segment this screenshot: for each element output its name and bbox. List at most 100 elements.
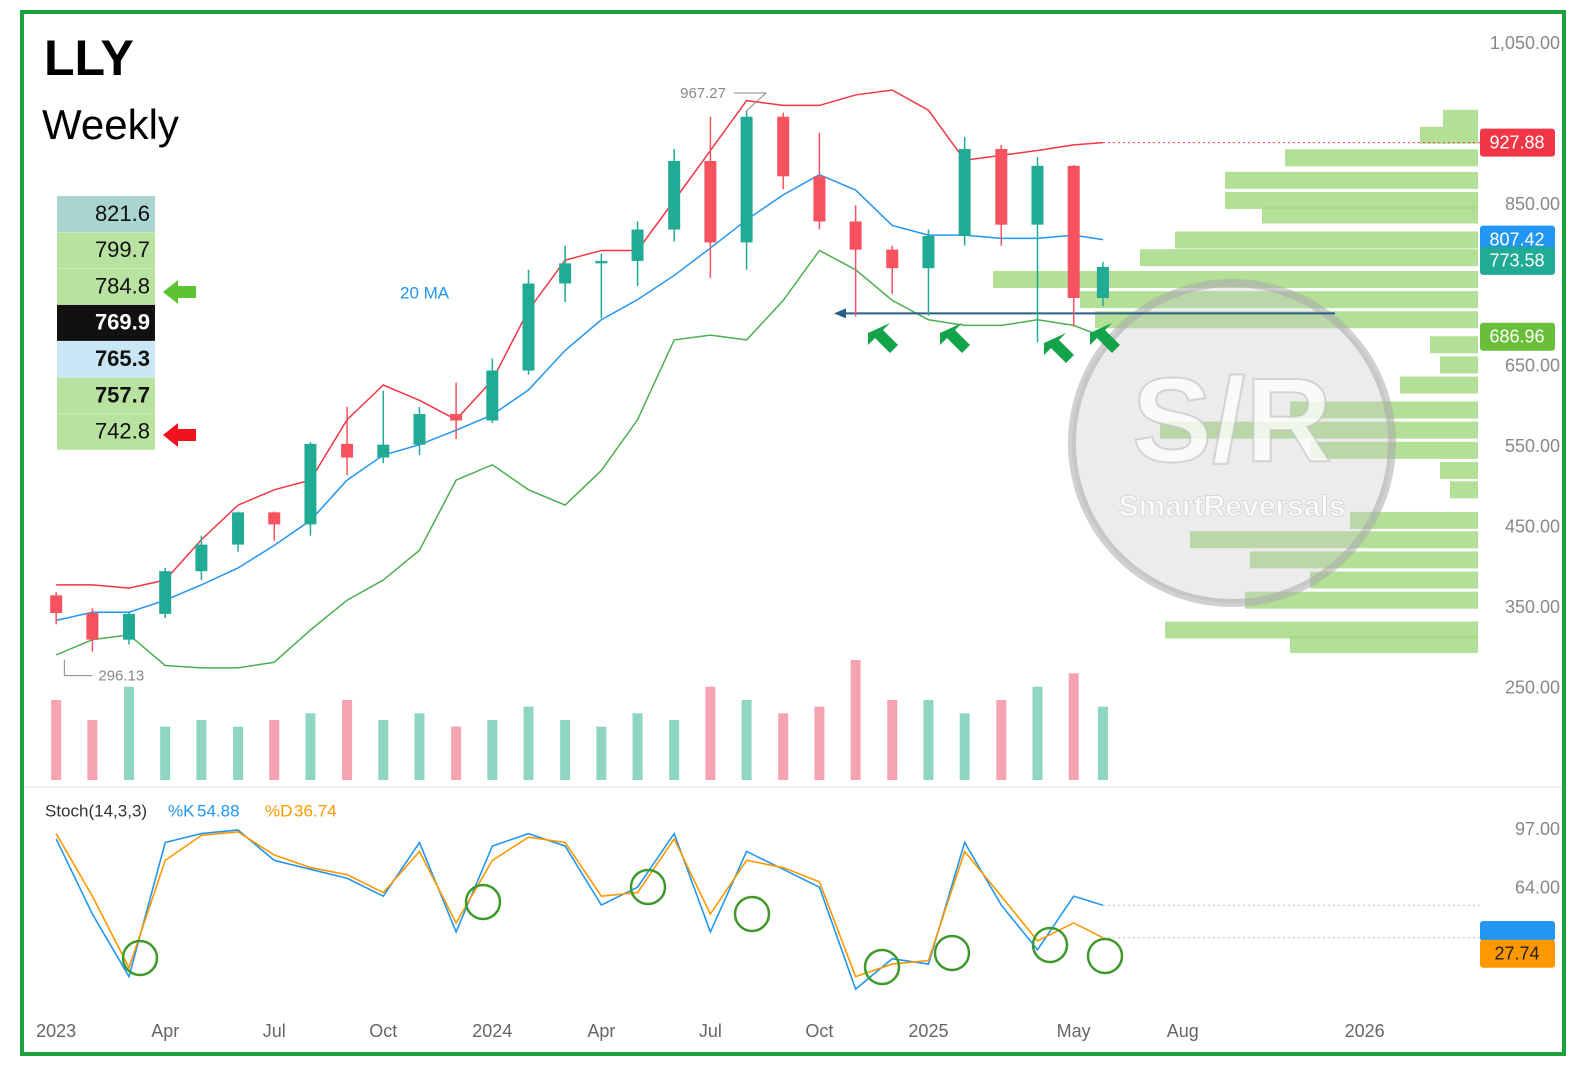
red-arrow	[163, 423, 196, 447]
chart-subtitle: Weekly	[42, 101, 179, 148]
candle-body	[1096, 266, 1109, 299]
volume-bar	[632, 713, 643, 780]
candle-body	[740, 116, 753, 243]
y-tick-label: 250.00	[1505, 678, 1560, 698]
x-tick-label: 2026	[1345, 1021, 1385, 1041]
upper-badge: 927.88	[1489, 132, 1544, 152]
band-line	[56, 89, 1103, 589]
level-value: 784.8	[95, 273, 150, 298]
volume-bar	[814, 706, 825, 780]
x-tick-label: Apr	[151, 1021, 179, 1041]
volume-bar	[959, 713, 970, 780]
level-value: 757.7	[95, 382, 150, 407]
candle-body	[704, 161, 717, 243]
volume-bar	[596, 726, 607, 780]
y-tick-label: 1,050.00	[1490, 33, 1560, 53]
volume-profile-bar	[1225, 192, 1478, 210]
volume-bar	[705, 686, 716, 780]
high-leader	[734, 92, 768, 112]
candle-body	[377, 444, 390, 458]
arrow	[1044, 333, 1074, 363]
level-value: 799.7	[95, 237, 150, 262]
volume-profile-bar	[1165, 621, 1478, 639]
volume-profile-bar	[1262, 206, 1478, 224]
x-tick-label: Oct	[369, 1021, 397, 1041]
volume-profile-bar	[1310, 571, 1478, 589]
candle-body	[1067, 165, 1080, 299]
x-tick-label: May	[1057, 1021, 1091, 1041]
volume-bar	[850, 660, 861, 780]
volume-bar	[414, 713, 425, 780]
candle-body	[886, 249, 899, 269]
candle-body	[559, 263, 572, 284]
level-row	[57, 377, 155, 414]
volume-bar	[269, 720, 280, 780]
stoch-line	[55, 830, 1104, 978]
candle-body	[341, 443, 354, 458]
volume-bar	[233, 726, 244, 780]
band-line	[55, 249, 1104, 669]
candle-body	[50, 595, 63, 614]
circle	[863, 948, 901, 986]
circle	[933, 934, 971, 972]
volume-bar	[342, 700, 353, 780]
volume-bar	[1032, 686, 1043, 780]
y-tick-label: 850.00	[1505, 194, 1560, 214]
y-tick-label: 64.00	[1515, 878, 1560, 898]
candle-body	[159, 571, 172, 614]
volume-bar	[523, 706, 534, 780]
y-tick-label: 650.00	[1505, 355, 1560, 375]
watermark-logo: S/R	[1132, 354, 1332, 488]
level-row	[57, 341, 155, 378]
watermark-brand: SmartReversals	[1119, 490, 1346, 523]
volume-bar	[487, 720, 498, 780]
stoch-badge: 27.74	[1494, 944, 1539, 964]
volume-profile-bar	[1285, 149, 1478, 167]
band-line	[56, 173, 1104, 622]
volume-profile-bar	[1440, 461, 1478, 479]
arrow	[940, 323, 970, 353]
volume-profile-bar	[1430, 336, 1478, 354]
level-row	[57, 268, 155, 305]
y-tick-label: 550.00	[1505, 436, 1560, 456]
circle	[629, 868, 667, 906]
candle-body	[450, 414, 463, 421]
volume-profile-bar	[1225, 171, 1478, 189]
candle-body	[631, 229, 644, 261]
stoch-badge-bg	[1480, 939, 1555, 968]
volume-profile-bar	[1095, 311, 1478, 329]
stoch-badge-blue	[1480, 921, 1555, 941]
x-tick-label: Jul	[699, 1021, 722, 1041]
green-arrow	[163, 280, 196, 304]
volume-bar	[51, 700, 62, 780]
candle-body	[232, 512, 245, 545]
level-row	[57, 413, 155, 450]
circle	[733, 895, 771, 933]
volume-bar	[560, 720, 571, 780]
volume-profile-bar	[1440, 356, 1478, 374]
candle-body	[486, 370, 499, 421]
volume-profile-bar	[1250, 551, 1478, 569]
volume-bar	[778, 713, 789, 780]
volume-bar	[996, 700, 1007, 780]
candle-body	[668, 161, 681, 230]
volume-bar	[1068, 673, 1079, 780]
volume-profile-bar	[1420, 126, 1478, 144]
volume-profile-bar	[1450, 481, 1478, 499]
arrow	[1090, 323, 1120, 353]
volume-profile-bar	[1140, 249, 1478, 267]
lower-badge-bg	[1480, 322, 1555, 351]
volume-bar	[160, 726, 171, 780]
volume-bar	[923, 700, 934, 780]
candle-body	[123, 613, 136, 640]
candle-body	[1031, 165, 1044, 225]
y-tick-label: 350.00	[1505, 597, 1560, 617]
x-tick-label: Aug	[1167, 1021, 1199, 1041]
volume-bar	[87, 720, 98, 780]
ma-badge: 807.42	[1489, 229, 1544, 249]
volume-profile-bar	[1160, 421, 1478, 439]
arrow	[868, 323, 898, 353]
candle-body	[86, 613, 99, 640]
frame	[20, 10, 1566, 1056]
